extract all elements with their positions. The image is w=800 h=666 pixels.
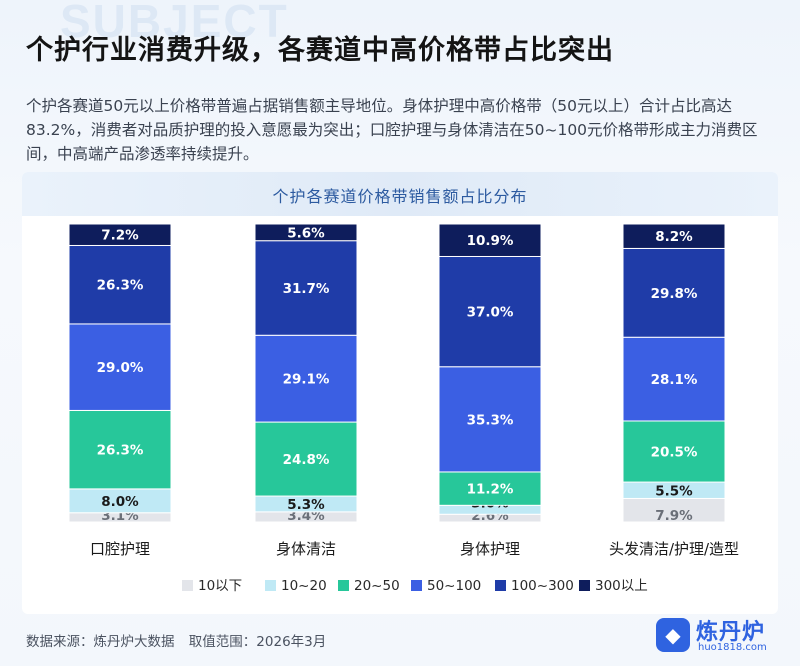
- x-tick-label-3: 头发清洁/护理/造型: [609, 540, 739, 558]
- bar-value-label-3-3: 28.1%: [651, 372, 698, 388]
- legend-label-4: 100~300: [511, 578, 574, 594]
- background-watermark: SUBJECT: [60, 0, 289, 47]
- legend-label-5: 300以上: [595, 578, 648, 594]
- brand-logo: ◆ 炼丹炉 huo1818.com: [656, 614, 792, 658]
- bar-segment-0-5: [68, 223, 172, 246]
- legend-swatch-3: [411, 580, 422, 591]
- bar-segment-2-3: [438, 366, 542, 473]
- bar-value-label-3-1: 5.5%: [655, 483, 693, 499]
- bar-value-label-1-3: 29.1%: [283, 372, 330, 388]
- chart-card: 个护各赛道价格带销售额占比分布 3.1% 8.0% 26.3% 29.0% 26.3% 7…: [22, 172, 778, 614]
- furnace-logo-icon: ◆: [656, 618, 690, 652]
- bar-segment-2-2: [438, 471, 542, 506]
- x-tick-label-1: 身体清洁: [276, 540, 336, 558]
- bar-segment-0-4: [68, 244, 172, 325]
- footer-source: 数据来源：炼丹炉大数据 取值范围：2026年3月: [26, 630, 336, 650]
- bar-value-label-1-2: 24.8%: [283, 452, 330, 468]
- bar-value-label-2-5: 10.9%: [467, 233, 514, 249]
- bar-segment-1-5: [254, 223, 358, 242]
- bar-value-label-0-5: 7.2%: [101, 228, 139, 244]
- bar-value-label-0-4: 26.3%: [97, 278, 144, 294]
- bar-value-label-1-1: 5.3%: [287, 497, 325, 513]
- legend-swatch-0: [182, 580, 193, 591]
- bar-segment-0-3: [68, 323, 172, 411]
- bar-segment-3-3: [622, 336, 726, 422]
- bar-value-label-1-5: 5.6%: [287, 225, 325, 241]
- bar-value-label-0-3: 29.0%: [97, 360, 144, 376]
- bar-segment-1-3: [254, 334, 358, 423]
- bar-value-label-1-4: 31.7%: [283, 281, 330, 297]
- stacked-bar-chart: 3.1%8.0%26.3%29.0%26.3%7.2%口腔护理3.4%5.3%2…: [68, 223, 739, 594]
- legend-swatch-4: [495, 580, 506, 591]
- legend-swatch-1: [265, 580, 276, 591]
- bar-segment-1-4: [254, 240, 358, 336]
- bar-value-label-2-4: 37.0%: [467, 305, 514, 321]
- legend-label-2: 20~50: [354, 578, 400, 594]
- bar-segment-2-4: [438, 255, 542, 368]
- legend-swatch-5: [579, 580, 590, 591]
- bar-value-label-3-5: 8.2%: [655, 229, 693, 245]
- x-tick-label-0: 口腔护理: [90, 540, 150, 558]
- logo-url: huo1818.com: [698, 642, 767, 653]
- chart-title: 个护各赛道价格带销售额占比分布: [272, 187, 528, 206]
- logo-name: 炼丹炉: [696, 620, 766, 645]
- bar-segment-2-5: [438, 223, 542, 257]
- bar-value-label-0-1: 8.0%: [101, 494, 139, 510]
- bar-value-label-2-3: 35.3%: [467, 412, 514, 428]
- bar-value-label-0-2: 26.3%: [97, 443, 144, 459]
- bar-value-label-3-0: 7.9%: [655, 508, 693, 524]
- bar-value-label-3-4: 29.8%: [651, 286, 698, 302]
- x-tick-label-2: 身体护理: [460, 540, 520, 558]
- chart-header: 个护各赛道价格带销售额占比分布: [22, 172, 778, 216]
- legend-label-1: 10~20: [281, 578, 327, 594]
- bar-segment-0-2: [68, 409, 172, 490]
- data-source-text: 数据来源：炼丹炉大数据: [26, 634, 175, 650]
- bar-value-label-3-2: 20.5%: [651, 445, 698, 461]
- data-range-text: 取值范围：2026年3月: [188, 634, 327, 650]
- bar-segment-3-2: [622, 420, 726, 483]
- page-title: 个护行业消费升级，各赛道中高价格带占比突出: [26, 35, 614, 66]
- legend-swatch-2: [338, 580, 349, 591]
- bar-value-label-2-2: 11.2%: [467, 482, 514, 498]
- bar-segment-1-2: [254, 421, 358, 497]
- legend-label-0: 10以下: [198, 578, 242, 594]
- legend-label-3: 50~100: [427, 578, 481, 594]
- bar-segment-3-5: [622, 223, 726, 249]
- page-description: 个护各赛道50元以上价格带普遍占据销售额主导地位。身体护理中高价格带（50元以上…: [26, 97, 758, 163]
